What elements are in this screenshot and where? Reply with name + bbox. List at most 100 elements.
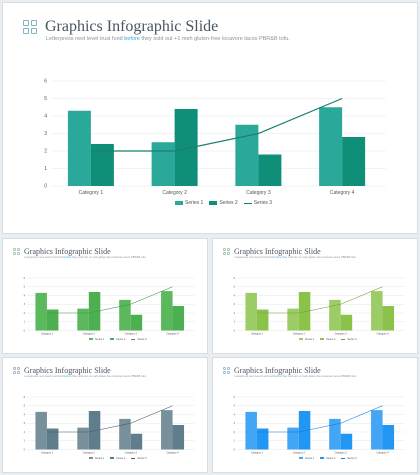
subtitle-link[interactable]: before xyxy=(124,36,140,42)
bar-series-1[interactable] xyxy=(119,418,131,450)
slide-title: Graphics Infographic Slide xyxy=(234,365,321,375)
slide-card[interactable]: Graphics Infographic Slide Letterpress ne… xyxy=(2,357,208,473)
slide-card[interactable]: Graphics Infographic Slide Letterpress ne… xyxy=(2,2,418,234)
subtitle-link[interactable]: before xyxy=(63,255,72,259)
bar-series-1[interactable] xyxy=(161,291,173,331)
legend-swatch xyxy=(320,338,325,340)
bar-series-2[interactable] xyxy=(88,411,101,450)
bar-series-1[interactable] xyxy=(77,427,89,450)
y-tick-label: 5 xyxy=(24,286,26,289)
slide-title: Graphics Infographic Slide xyxy=(24,246,111,256)
x-category-label: Category 2 xyxy=(83,333,96,336)
y-tick-label: 3 xyxy=(24,422,26,425)
legend-item[interactable]: Series 1 xyxy=(89,457,104,460)
y-tick-label: 1 xyxy=(24,321,26,324)
line-series-3[interactable] xyxy=(46,405,173,433)
bar-series-1[interactable] xyxy=(77,308,89,331)
legend-item[interactable]: Series 2 xyxy=(320,457,335,460)
bar-series-2[interactable] xyxy=(298,411,311,450)
bar-series-2[interactable] xyxy=(174,109,198,186)
y-tick-label: 0 xyxy=(44,184,47,190)
legend-item[interactable]: Series 3 xyxy=(131,457,147,460)
bar-series-1[interactable] xyxy=(35,292,47,331)
slide-header: Graphics Infographic Slide xyxy=(223,247,321,256)
bar-series-2[interactable] xyxy=(340,433,353,450)
legend-item[interactable]: Series 3 xyxy=(243,200,272,206)
bar-series-2[interactable] xyxy=(46,428,59,450)
legend-item[interactable]: Series 2 xyxy=(209,200,238,206)
line-series-3[interactable] xyxy=(256,286,383,314)
bar-series-2[interactable] xyxy=(46,309,59,331)
bar-series-1[interactable] xyxy=(245,411,257,450)
subtitle-link[interactable]: before xyxy=(63,374,72,378)
bar-series-1[interactable] xyxy=(371,291,383,331)
y-tick-label: 0 xyxy=(24,448,26,451)
legend-item[interactable]: Series 3 xyxy=(131,338,147,341)
legend-item[interactable]: Series 3 xyxy=(341,457,357,460)
line-series-3[interactable] xyxy=(256,405,383,433)
bar-series-2[interactable] xyxy=(298,292,311,331)
bar-series-1[interactable] xyxy=(319,107,343,186)
bar-series-1[interactable] xyxy=(329,418,341,450)
bar-series-2[interactable] xyxy=(88,292,101,331)
legend-swatch xyxy=(89,457,93,459)
x-category-label: Category 1 xyxy=(79,190,104,196)
x-category-label: Category 4 xyxy=(166,333,179,336)
bar-series-1[interactable] xyxy=(151,142,175,186)
y-tick-label: 0 xyxy=(234,329,236,332)
legend-item[interactable]: Series 2 xyxy=(110,457,125,460)
line-series-3[interactable] xyxy=(90,97,343,152)
line-series-3[interactable] xyxy=(46,286,173,314)
bar-series-2[interactable] xyxy=(342,137,366,186)
bar-series-1[interactable] xyxy=(245,292,257,331)
legend-item[interactable]: Series 2 xyxy=(110,338,125,341)
subtitle-link[interactable]: before xyxy=(273,255,282,259)
bar-series-2[interactable] xyxy=(382,425,395,450)
bar-series-1[interactable] xyxy=(287,308,299,331)
bar-series-2[interactable] xyxy=(172,425,185,450)
legend-item[interactable]: Series 1 xyxy=(299,457,314,460)
bar-series-2[interactable] xyxy=(340,314,353,331)
y-tick-label: 2 xyxy=(234,312,236,315)
x-category-label: Category 1 xyxy=(251,333,264,336)
legend-item[interactable]: Series 3 xyxy=(341,338,357,341)
slide-card[interactable]: Graphics Infographic Slide Letterpress ne… xyxy=(212,238,418,354)
bar-series-1[interactable] xyxy=(161,410,173,450)
slide-card[interactable]: Graphics Infographic Slide Letterpress ne… xyxy=(212,357,418,473)
bar-series-2[interactable] xyxy=(90,144,114,186)
bar-series-1[interactable] xyxy=(119,299,131,331)
x-category-label: Category 3 xyxy=(335,452,348,455)
bar-series-1[interactable] xyxy=(371,410,383,450)
x-category-label: Category 2 xyxy=(293,333,306,336)
bar-series-1[interactable] xyxy=(235,124,259,186)
x-category-label: Category 3 xyxy=(246,190,271,196)
y-tick-label: 1 xyxy=(44,166,47,172)
subtitle-text: Letterpress next level trust fund xyxy=(234,255,274,259)
legend-item[interactable]: Series 2 xyxy=(320,338,335,341)
bar-series-2[interactable] xyxy=(256,309,269,331)
bar-series-1[interactable] xyxy=(329,299,341,331)
y-tick-label: 4 xyxy=(24,294,26,297)
subtitle-text: Letterpress next level trust fund xyxy=(24,374,64,378)
x-category-label: Category 2 xyxy=(83,452,96,455)
slide-card[interactable]: Graphics Infographic Slide Letterpress ne… xyxy=(2,238,208,354)
legend-item[interactable]: Series 1 xyxy=(299,338,314,341)
y-tick-label: 5 xyxy=(234,405,236,408)
bar-series-2[interactable] xyxy=(256,428,269,450)
x-category-label: Category 1 xyxy=(41,452,54,455)
bar-series-1[interactable] xyxy=(287,427,299,450)
legend-label: Series 2 xyxy=(116,337,126,341)
bar-series-2[interactable] xyxy=(130,314,143,331)
bar-series-2[interactable] xyxy=(382,306,395,331)
bar-series-1[interactable] xyxy=(35,411,47,450)
bar-series-2[interactable] xyxy=(258,154,282,187)
grid-logo-icon xyxy=(223,366,230,374)
bar-series-2[interactable] xyxy=(130,433,143,450)
legend-item[interactable]: Series 1 xyxy=(175,200,203,206)
subtitle-link[interactable]: before xyxy=(273,374,282,378)
bar-series-2[interactable] xyxy=(172,306,185,331)
bar-series-1[interactable] xyxy=(67,110,91,186)
legend-swatch xyxy=(299,338,303,340)
slide-header: Graphics Infographic Slide xyxy=(13,247,111,256)
legend-item[interactable]: Series 1 xyxy=(89,338,104,341)
